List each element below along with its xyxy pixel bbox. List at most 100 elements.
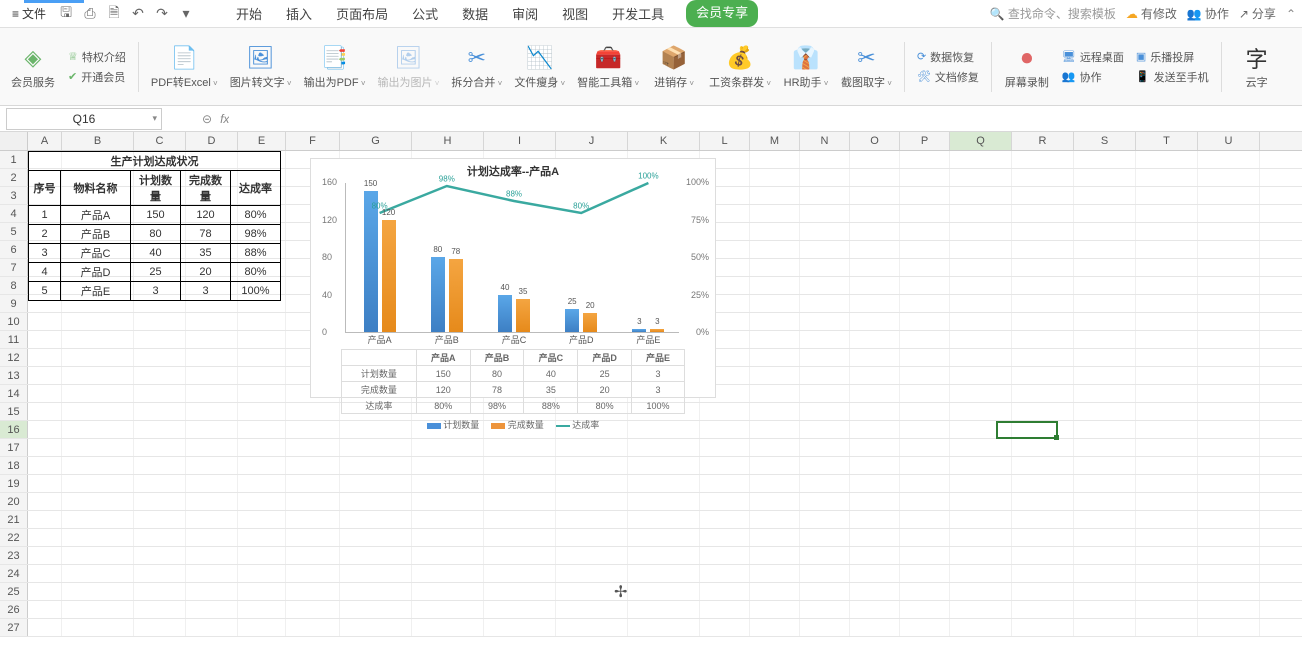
col-P[interactable]: P: [900, 132, 950, 150]
tab-会员专享[interactable]: 会员专享: [686, 0, 758, 27]
col-G[interactable]: G: [340, 132, 412, 150]
col-M[interactable]: M: [750, 132, 800, 150]
privilege-intro[interactable]: ♕特权介绍: [68, 49, 126, 65]
ribbon-图片转文字[interactable]: 🖼图片转文字 ˅: [230, 44, 292, 90]
tab-数据[interactable]: 数据: [460, 0, 490, 27]
col-J[interactable]: J: [556, 132, 628, 150]
formula-input[interactable]: [229, 108, 1302, 130]
remote-desktop[interactable]: 🖥远程桌面: [1062, 49, 1124, 65]
row-22[interactable]: 22: [0, 529, 28, 546]
col-O[interactable]: O: [850, 132, 900, 150]
col-A[interactable]: A: [28, 132, 62, 150]
row-17[interactable]: 17: [0, 439, 28, 456]
row-5[interactable]: 5: [0, 223, 28, 240]
row-19[interactable]: 19: [0, 475, 28, 492]
member-service[interactable]: ◈ 会员服务: [10, 44, 56, 90]
row-27[interactable]: 27: [0, 619, 28, 636]
open-member[interactable]: ✔开通会员: [68, 69, 126, 85]
tab-页面布局[interactable]: 页面布局: [334, 0, 390, 27]
tab-公式[interactable]: 公式: [410, 0, 440, 27]
ribbon-collab[interactable]: 👥协作: [1062, 69, 1124, 85]
row-13[interactable]: 13: [0, 367, 28, 384]
row-1[interactable]: 1: [0, 151, 28, 168]
row-16[interactable]: 16: [0, 421, 28, 438]
tab-审阅[interactable]: 审阅: [510, 0, 540, 27]
column-headers: ABCDEFGHIJKLMNOPQRSTU: [0, 132, 1302, 151]
row-24[interactable]: 24: [0, 565, 28, 582]
tab-开发工具[interactable]: 开发工具: [610, 0, 666, 27]
zoom-icon[interactable]: ⊝: [202, 112, 212, 126]
cast-screen[interactable]: ▣乐播投屏: [1136, 49, 1209, 65]
row-26[interactable]: 26: [0, 601, 28, 618]
row-8[interactable]: 8: [0, 277, 28, 294]
row-15[interactable]: 15: [0, 403, 28, 420]
file-menu[interactable]: ≡ 文件: [6, 3, 52, 24]
row-12[interactable]: 12: [0, 349, 28, 366]
col-N[interactable]: N: [800, 132, 850, 150]
row-7[interactable]: 7: [0, 259, 28, 276]
tab-视图[interactable]: 视图: [560, 0, 590, 27]
row-25[interactable]: 25: [0, 583, 28, 600]
doc-repair[interactable]: 🛠文档修复: [917, 69, 979, 85]
dropdown-icon[interactable]: ▾: [178, 6, 194, 22]
col-F[interactable]: F: [286, 132, 340, 150]
row-20[interactable]: 20: [0, 493, 28, 510]
col-C[interactable]: C: [134, 132, 186, 150]
tab-插入[interactable]: 插入: [284, 0, 314, 27]
col-T[interactable]: T: [1136, 132, 1198, 150]
command-search[interactable]: 🔍 查找命令、搜索模板: [990, 5, 1116, 22]
ribbon-PDF转Excel[interactable]: 📄PDF转Excel ˅: [151, 44, 218, 90]
pending-changes[interactable]: ☁有修改: [1126, 5, 1177, 22]
save-icon[interactable]: 🖫: [58, 6, 74, 22]
share-button[interactable]: ↗分享: [1239, 5, 1276, 22]
row-10[interactable]: 10: [0, 313, 28, 330]
menu-toggle-icon[interactable]: ⌃: [1286, 7, 1296, 21]
ribbon-输出为PDF[interactable]: 📑输出为PDF ˅: [304, 44, 366, 90]
ribbon-智能工具箱[interactable]: 🧰智能工具箱 ˅: [577, 44, 639, 90]
row-2[interactable]: 2: [0, 169, 28, 186]
ribbon-进销存[interactable]: 📦进销存 ˅: [651, 44, 697, 90]
spreadsheet-grid[interactable]: ABCDEFGHIJKLMNOPQRSTU 123456789101112131…: [0, 132, 1302, 652]
row-6[interactable]: 6: [0, 241, 28, 258]
tab-开始[interactable]: 开始: [234, 0, 264, 27]
col-Q[interactable]: Q: [950, 132, 1012, 150]
ribbon-拆分合并[interactable]: ✂拆分合并 ˅: [451, 44, 502, 90]
row-14[interactable]: 14: [0, 385, 28, 402]
col-R[interactable]: R: [1012, 132, 1074, 150]
name-box[interactable]: Q16: [6, 108, 162, 130]
row-23[interactable]: 23: [0, 547, 28, 564]
redo-icon[interactable]: ↷: [154, 6, 170, 22]
row-4[interactable]: 4: [0, 205, 28, 222]
undo-icon[interactable]: ↶: [130, 6, 146, 22]
fx-icon[interactable]: fx: [220, 112, 229, 126]
col-B[interactable]: B: [62, 132, 134, 150]
row-9[interactable]: 9: [0, 295, 28, 312]
bar-产品B-计划数量: 80: [431, 257, 445, 332]
select-all-corner[interactable]: [0, 132, 28, 150]
row-3[interactable]: 3: [0, 187, 28, 204]
col-H[interactable]: H: [412, 132, 484, 150]
row-11[interactable]: 11: [0, 331, 28, 348]
chart[interactable]: 计划达成率--产品A 040801201600%25%50%75%100%150…: [310, 158, 716, 398]
row-18[interactable]: 18: [0, 457, 28, 474]
col-K[interactable]: K: [628, 132, 700, 150]
screen-record[interactable]: ⏺ 屏幕录制: [1004, 44, 1050, 90]
print-icon[interactable]: ⎙: [82, 6, 98, 22]
row-21[interactable]: 21: [0, 511, 28, 528]
col-U[interactable]: U: [1198, 132, 1260, 150]
ribbon-截图取字[interactable]: ✂截图取字 ˅: [841, 44, 892, 90]
col-S[interactable]: S: [1074, 132, 1136, 150]
preview-icon[interactable]: 🗎: [106, 6, 122, 22]
col-E[interactable]: E: [238, 132, 286, 150]
data-recovery[interactable]: ⟳数据恢复: [917, 49, 979, 65]
collaborate-button[interactable]: 👥协作: [1187, 5, 1229, 22]
ribbon-输出为图片[interactable]: 🖼输出为图片 ˅: [378, 44, 440, 90]
ribbon-HR助手[interactable]: 👔HR助手 ˅: [783, 44, 829, 90]
ribbon-文件瘦身[interactable]: 📉文件瘦身 ˅: [514, 44, 565, 90]
send-to-phone[interactable]: 📱发送至手机: [1136, 69, 1209, 85]
cloud-font[interactable]: 字 云字: [1234, 44, 1280, 90]
col-L[interactable]: L: [700, 132, 750, 150]
col-D[interactable]: D: [186, 132, 238, 150]
ribbon-工资条群发[interactable]: 💰工资条群发 ˅: [709, 44, 771, 90]
col-I[interactable]: I: [484, 132, 556, 150]
